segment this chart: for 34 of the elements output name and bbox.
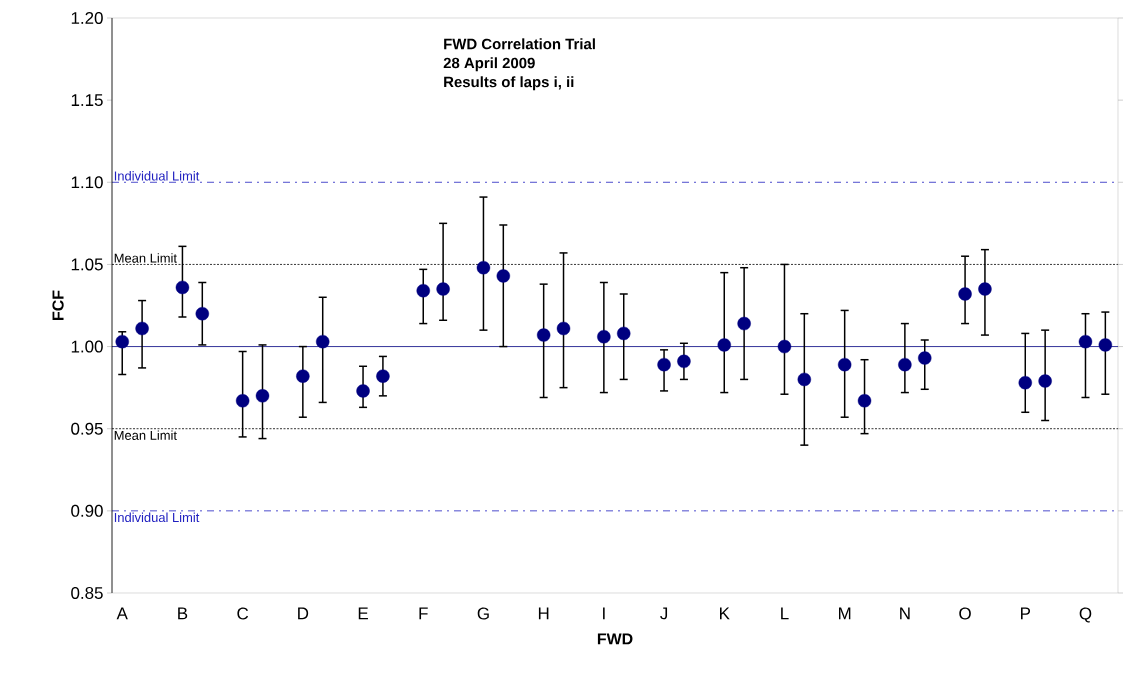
y-tick-label: 1.05	[71, 258, 103, 271]
annotation: Results of laps i, ii	[444, 76, 574, 91]
x-tick-label: A	[116, 607, 128, 620]
y-tick-label: 1.15	[71, 94, 103, 107]
ref-line-label: Mean Limit	[114, 430, 177, 440]
x-tick-label: O	[959, 607, 971, 620]
text: 28 April 2009	[443, 57, 535, 72]
y-tick-label: 0.95	[71, 422, 103, 435]
x-tick-label: F	[419, 607, 428, 620]
x-tick-label: G	[477, 607, 489, 620]
x-tick-label: K	[720, 607, 730, 620]
x-axis-title: FWD	[597, 633, 633, 645]
y-tick-label: 1.10	[71, 176, 103, 189]
x-tick-label: Q	[1079, 607, 1092, 623]
x-tick-label: M	[839, 607, 851, 620]
x-tick-label: D	[298, 607, 309, 620]
x-tick-label: C	[237, 607, 249, 620]
ref-line-label: Individual Limit	[114, 512, 200, 523]
x-tick-label: L	[781, 607, 789, 620]
y-tick-label: 0.85	[71, 587, 103, 599]
x-tick-label: P	[1021, 607, 1031, 620]
y-tick-label: 0.90	[71, 504, 103, 517]
x-tick-label: H	[538, 607, 549, 620]
x-tick-label: N	[900, 607, 910, 620]
x-tick-label: E	[358, 607, 368, 620]
y-tick-label: 1.00	[71, 340, 103, 353]
y-axis-title: FCF	[52, 290, 64, 320]
x-tick-label: I	[603, 607, 605, 620]
ref-line-label: Mean Limit	[114, 253, 177, 263]
x-tick-label: B	[178, 607, 188, 620]
text: FWD Correlation Trial	[444, 38, 595, 50]
y-tick-label: 1.20	[71, 12, 103, 24]
x-tick-label: J	[660, 607, 668, 620]
ref-line-label: Individual Limit	[114, 171, 200, 181]
